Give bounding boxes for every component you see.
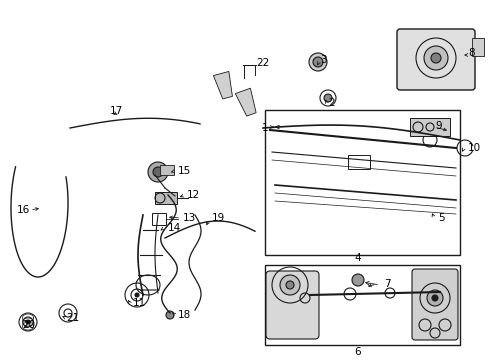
Bar bbox=[160, 165, 174, 175]
Circle shape bbox=[308, 53, 326, 71]
Circle shape bbox=[312, 57, 323, 67]
Bar bbox=[264, 265, 459, 345]
Circle shape bbox=[285, 281, 293, 289]
Text: 3: 3 bbox=[319, 55, 326, 65]
Text: 16: 16 bbox=[17, 205, 30, 215]
Polygon shape bbox=[213, 71, 232, 99]
Bar bbox=[409, 118, 449, 136]
Circle shape bbox=[426, 290, 442, 306]
Circle shape bbox=[135, 293, 139, 297]
Text: 10: 10 bbox=[467, 143, 480, 153]
Text: 14: 14 bbox=[168, 223, 181, 233]
Circle shape bbox=[148, 162, 168, 182]
FancyBboxPatch shape bbox=[265, 271, 318, 339]
Text: 15: 15 bbox=[178, 166, 191, 176]
Circle shape bbox=[430, 53, 440, 63]
Text: 22: 22 bbox=[256, 58, 269, 68]
Bar bbox=[264, 110, 459, 255]
Circle shape bbox=[153, 167, 163, 177]
Circle shape bbox=[351, 274, 363, 286]
Text: 13: 13 bbox=[183, 213, 196, 223]
Text: 6: 6 bbox=[354, 347, 361, 357]
Polygon shape bbox=[235, 88, 256, 116]
Bar bbox=[152, 213, 165, 225]
Circle shape bbox=[431, 295, 437, 301]
Text: 2: 2 bbox=[327, 98, 334, 108]
Text: 4: 4 bbox=[354, 253, 361, 263]
Text: 11: 11 bbox=[133, 298, 146, 308]
Circle shape bbox=[26, 320, 30, 324]
Text: 18: 18 bbox=[178, 310, 191, 320]
Circle shape bbox=[324, 94, 331, 102]
Text: 21: 21 bbox=[66, 313, 79, 323]
Bar bbox=[155, 192, 177, 204]
Text: 9: 9 bbox=[434, 121, 441, 131]
Circle shape bbox=[165, 311, 174, 319]
Circle shape bbox=[280, 275, 299, 295]
FancyBboxPatch shape bbox=[396, 29, 474, 90]
Text: 5: 5 bbox=[437, 213, 444, 223]
Text: 1: 1 bbox=[261, 123, 267, 133]
Text: 12: 12 bbox=[186, 190, 200, 200]
Text: 17: 17 bbox=[110, 106, 123, 116]
Text: 7: 7 bbox=[383, 279, 390, 289]
Bar bbox=[347, 155, 369, 169]
Text: 8: 8 bbox=[467, 48, 474, 58]
Circle shape bbox=[423, 46, 447, 70]
Text: 20: 20 bbox=[22, 320, 35, 330]
Text: 19: 19 bbox=[212, 213, 225, 223]
Bar bbox=[471, 38, 483, 56]
FancyBboxPatch shape bbox=[411, 269, 457, 340]
